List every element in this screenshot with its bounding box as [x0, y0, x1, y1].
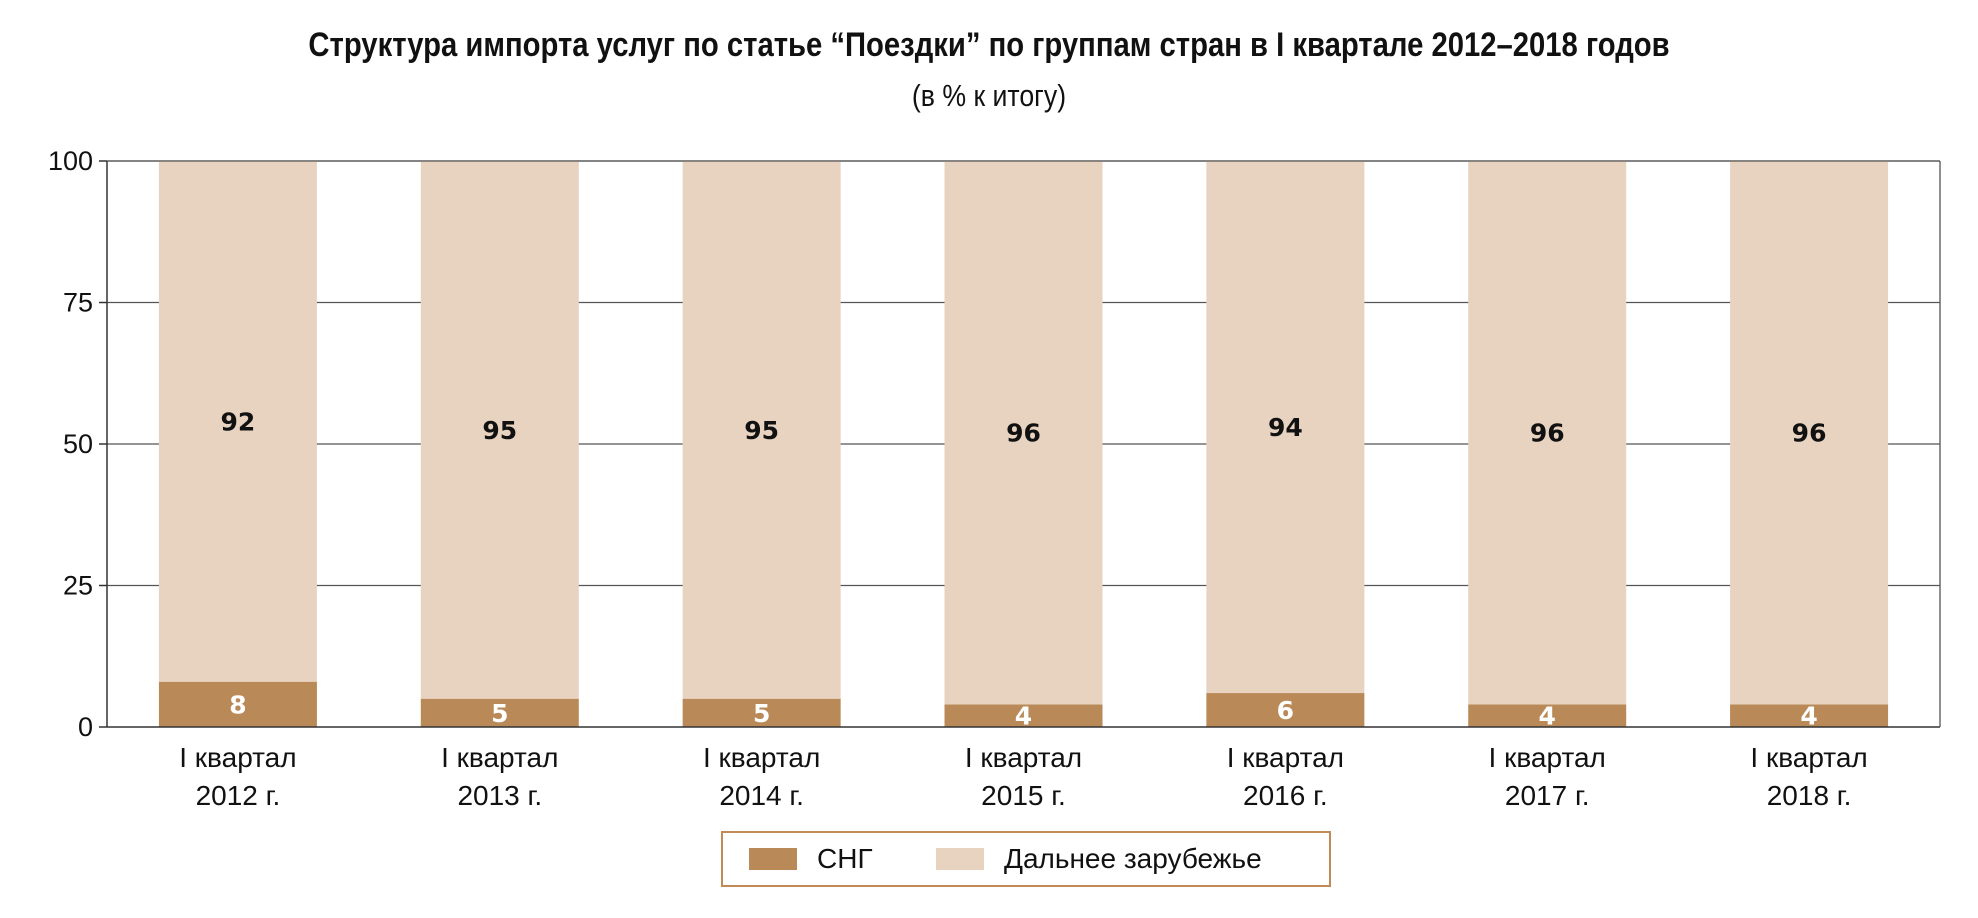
- bar-sng-5: [1468, 704, 1627, 727]
- x-tick-label: 2018 г.: [1767, 780, 1852, 811]
- x-tick-label: I квартал: [179, 742, 296, 773]
- value-label-sng-1: 5: [491, 699, 508, 728]
- value-label-sng-0: 8: [229, 690, 246, 719]
- y-tick-label: 0: [78, 712, 93, 742]
- x-tick-label: 2014 г.: [719, 780, 804, 811]
- bar-sng-4: [1206, 693, 1365, 727]
- value-label-far-abroad-0: 92: [221, 407, 256, 436]
- legend-swatch-sng: [749, 848, 797, 870]
- value-label-far-abroad-6: 96: [1792, 419, 1827, 448]
- legend-item-sng: СНГ: [749, 833, 873, 885]
- y-tick-label: 50: [63, 429, 93, 459]
- x-tick-label: 2017 г.: [1505, 780, 1590, 811]
- chart-title: Структура импорта услуг по статье “Поезд…: [308, 26, 1670, 64]
- bar-far-abroad-6: [1730, 161, 1889, 705]
- x-tick-label: I квартал: [965, 742, 1082, 773]
- x-tick-label: 2012 г.: [196, 780, 281, 811]
- bar-far-abroad-2: [682, 161, 841, 699]
- legend-swatch-far-abroad: [936, 848, 984, 870]
- legend: СНГ Дальнее зарубежье: [721, 831, 1331, 887]
- bar-sng-6: [1730, 704, 1889, 727]
- bar-far-abroad-0: [158, 161, 317, 682]
- bar-far-abroad-3: [944, 161, 1103, 705]
- legend-item-far-abroad: Дальнее зарубежье: [936, 833, 1262, 885]
- value-label-sng-5: 4: [1539, 702, 1556, 731]
- bar-sng-1: [420, 698, 579, 727]
- y-tick-label: 25: [63, 571, 93, 601]
- value-label-far-abroad-1: 95: [482, 416, 517, 445]
- x-tick-label: 2015 г.: [981, 780, 1066, 811]
- value-label-sng-6: 4: [1800, 702, 1817, 731]
- value-labels: 8 92 5 95 5 95 4 96 6 94 4 96 4 96: [221, 407, 1827, 730]
- x-tick-label: I квартал: [441, 742, 558, 773]
- value-label-far-abroad-5: 96: [1530, 419, 1565, 448]
- x-tick-label: 2013 г.: [457, 780, 542, 811]
- bar-far-abroad-1: [420, 161, 579, 699]
- legend-label-far-abroad: Дальнее зарубежье: [1004, 843, 1262, 874]
- x-tick-label: I квартал: [703, 742, 820, 773]
- axes: 0 25 50 75 100 I квартал 2012 г. I квартал 2013 …: [48, 146, 1941, 811]
- x-tick-label: I квартал: [1489, 742, 1606, 773]
- legend-label-sng: СНГ: [817, 843, 873, 874]
- value-label-sng-4: 6: [1277, 696, 1294, 725]
- bar-sng-3: [944, 704, 1103, 727]
- x-tick-label: 2016 г.: [1243, 780, 1328, 811]
- chart-subtitle: (в % к итогу): [911, 78, 1067, 113]
- bar-sng-2: [682, 698, 841, 727]
- x-tick-label: I квартал: [1227, 742, 1344, 773]
- x-tick-label: I квартал: [1750, 742, 1867, 773]
- value-label-sng-2: 5: [753, 699, 770, 728]
- value-label-far-abroad-2: 95: [744, 416, 779, 445]
- bar-far-abroad-5: [1468, 161, 1627, 705]
- bar-sng-0: [158, 681, 317, 727]
- bars: [158, 161, 1889, 727]
- y-tick-label: 100: [48, 146, 93, 176]
- value-label-far-abroad-4: 94: [1268, 413, 1303, 442]
- bar-far-abroad-4: [1206, 161, 1365, 694]
- value-label-far-abroad-3: 96: [1006, 419, 1041, 448]
- y-tick-label: 75: [63, 288, 93, 318]
- value-label-sng-3: 4: [1015, 702, 1032, 731]
